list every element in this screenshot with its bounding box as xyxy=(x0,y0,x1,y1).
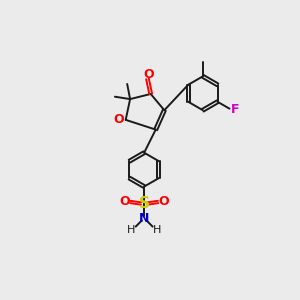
Text: O: O xyxy=(158,195,169,208)
Text: H: H xyxy=(127,226,135,236)
Text: O: O xyxy=(120,195,130,208)
Text: N: N xyxy=(139,212,149,225)
Text: O: O xyxy=(143,68,154,81)
Text: O: O xyxy=(113,112,124,126)
Text: H: H xyxy=(153,226,161,236)
Text: F: F xyxy=(231,103,239,116)
Text: S: S xyxy=(139,196,150,211)
